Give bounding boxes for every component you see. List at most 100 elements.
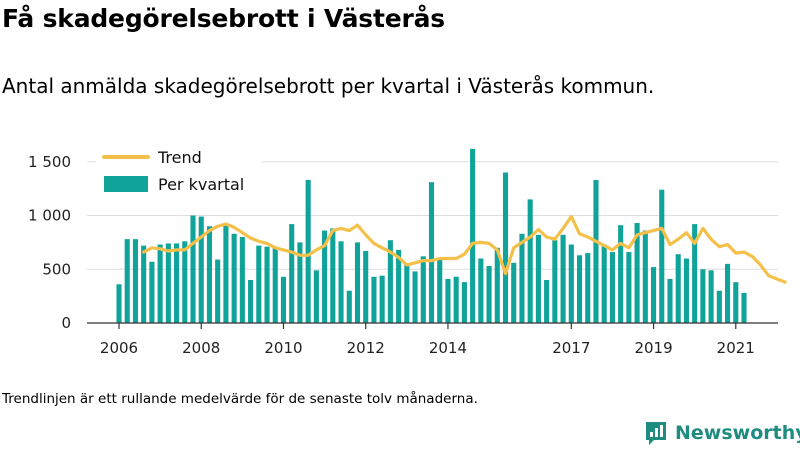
legend: Trend Per kvartal — [96, 142, 262, 202]
bar — [601, 244, 607, 323]
y-tick-label: 0 — [61, 314, 71, 332]
bar — [149, 261, 155, 323]
bar — [248, 280, 254, 323]
x-tick-label: 2006 — [100, 339, 138, 357]
bar — [346, 290, 352, 323]
bar — [568, 244, 574, 323]
bar — [733, 282, 739, 323]
bar — [692, 224, 698, 323]
bar — [716, 290, 722, 323]
bar — [379, 275, 385, 323]
bar — [453, 276, 459, 323]
bar — [256, 245, 262, 323]
bar — [215, 259, 221, 323]
bar — [198, 216, 204, 323]
newsworthy-logo-icon — [646, 422, 666, 445]
bar — [659, 189, 665, 323]
bar — [725, 263, 731, 323]
x-tick-label: 2012 — [347, 339, 385, 357]
bar — [618, 225, 624, 323]
bar — [404, 264, 410, 323]
bar — [289, 224, 295, 323]
bar — [305, 180, 311, 323]
bar — [502, 172, 509, 323]
x-tick-label: 2017 — [552, 339, 590, 357]
chart-title: Få skadegörelsebrott i Västerås — [2, 4, 445, 33]
bar — [634, 223, 640, 323]
bar — [371, 276, 377, 323]
bar — [626, 252, 632, 323]
y-tick-label: 500 — [42, 260, 71, 278]
legend-bars-swatch — [104, 176, 148, 192]
bar — [675, 254, 681, 323]
bar — [174, 243, 180, 323]
bar — [272, 247, 278, 323]
bar — [428, 182, 435, 323]
bar — [511, 262, 517, 323]
trend-line-layer — [142, 215, 787, 284]
bar — [544, 280, 550, 323]
bars — [116, 148, 747, 323]
y-axis-labels: 0 500 1 000 1 500 — [28, 153, 71, 332]
bar — [527, 199, 533, 323]
bar — [560, 234, 566, 323]
bar — [494, 247, 500, 323]
bar — [519, 233, 525, 323]
trend-line — [142, 215, 787, 284]
bar — [264, 246, 270, 323]
bar — [182, 241, 188, 323]
brand-logo: Newsworthy — [644, 420, 800, 446]
bar — [239, 237, 245, 323]
bar — [165, 243, 171, 323]
legend-bars-label: Per kvartal — [158, 175, 244, 194]
bar — [700, 269, 706, 323]
bar — [141, 245, 147, 323]
bar — [363, 250, 369, 323]
bar — [280, 276, 287, 323]
bar — [478, 258, 484, 323]
bar — [338, 241, 344, 323]
bar — [157, 244, 163, 323]
bar — [412, 271, 418, 323]
bar — [206, 226, 213, 323]
x-tick-label: 2008 — [182, 339, 220, 357]
x-tick-label: 2021 — [717, 339, 755, 357]
bar — [116, 284, 122, 323]
bar — [223, 224, 229, 323]
bar — [132, 239, 138, 323]
x-tick-label: 2010 — [264, 339, 302, 357]
bar — [741, 292, 747, 323]
bar — [124, 239, 130, 323]
bar — [297, 242, 303, 323]
bar — [650, 267, 657, 323]
footnote: Trendlinjen är ett rullande medelvärde f… — [2, 391, 478, 407]
bar — [231, 233, 237, 323]
bar — [354, 242, 361, 323]
y-tick-label: 1 000 — [28, 207, 71, 225]
y-tick-label: 1 500 — [28, 153, 71, 171]
bar — [437, 258, 443, 323]
bar — [445, 278, 451, 323]
bar — [330, 228, 336, 323]
bar — [552, 240, 558, 323]
bar — [313, 270, 319, 323]
bar — [593, 180, 599, 323]
bar — [420, 256, 426, 323]
bar — [576, 255, 583, 323]
bar — [683, 258, 689, 323]
x-tick-label: 2019 — [634, 339, 672, 357]
legend-trend-label: Trend — [157, 148, 202, 167]
brand-name: Newsworthy — [675, 422, 800, 444]
chart-subtitle: Antal anmälda skadegörelsebrott per kvar… — [2, 74, 655, 98]
bar — [486, 266, 492, 323]
bar — [470, 148, 476, 323]
bar — [535, 234, 541, 323]
x-tick-label: 2014 — [429, 339, 467, 357]
bar — [396, 249, 402, 323]
bar — [190, 215, 196, 323]
bar — [387, 240, 393, 323]
bar — [708, 270, 714, 323]
x-tick-label: 2023 — [799, 339, 800, 357]
x-axis: 2006200820102012201420172019202120232025 — [87, 322, 800, 357]
